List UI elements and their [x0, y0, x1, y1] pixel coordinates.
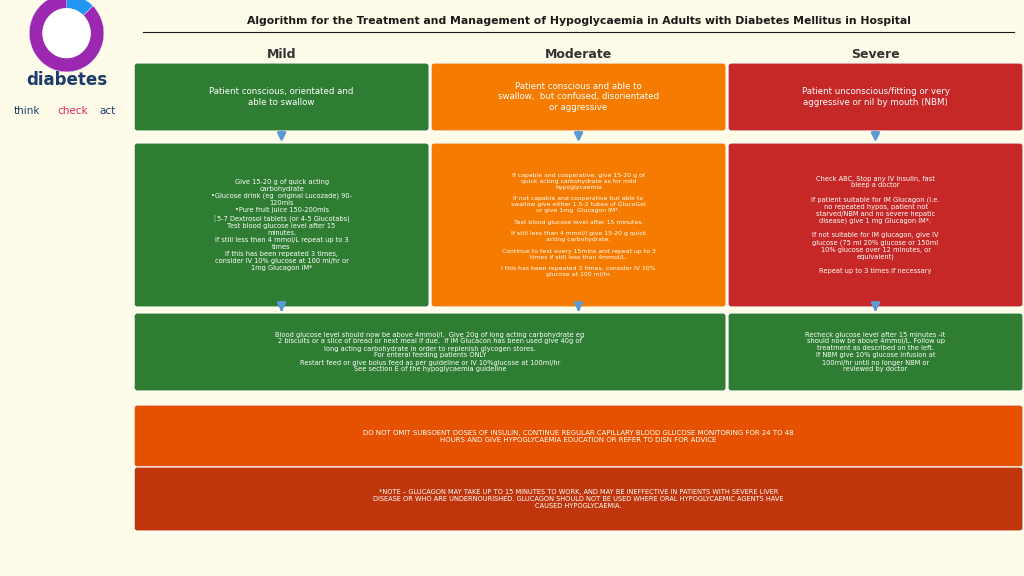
- Text: Moderate: Moderate: [545, 47, 612, 60]
- Wedge shape: [30, 0, 103, 72]
- FancyBboxPatch shape: [134, 63, 429, 131]
- Text: check: check: [57, 105, 88, 116]
- FancyBboxPatch shape: [134, 467, 1023, 531]
- Circle shape: [43, 8, 90, 58]
- Text: Algorithm for the Treatment and Management of Hypoglycaemia in Adults with Diabe: Algorithm for the Treatment and Manageme…: [247, 16, 910, 26]
- Wedge shape: [30, 0, 103, 72]
- Text: Patient conscious, orientated and
able to swallow: Patient conscious, orientated and able t…: [210, 88, 353, 107]
- FancyBboxPatch shape: [134, 143, 429, 307]
- FancyBboxPatch shape: [134, 313, 726, 391]
- Text: Check ABC, Stop any IV insulin, fast
bleep a doctor

If patient suitable for IM : Check ABC, Stop any IV insulin, fast ble…: [811, 176, 940, 275]
- Text: Give 15-20 g of quick acting
carbohydrate
•Glucose drink (eg  original Lucozade): Give 15-20 g of quick acting carbohydrat…: [211, 179, 352, 271]
- Wedge shape: [30, 0, 103, 72]
- Wedge shape: [30, 0, 103, 72]
- Text: Patient unconscious/fitting or very
aggressive or nil by mouth (NBM): Patient unconscious/fitting or very aggr…: [802, 88, 949, 107]
- FancyBboxPatch shape: [728, 63, 1023, 131]
- Text: *NOTE – GLUCAGON MAY TAKE UP TO 15 MINUTES TO WORK, AND MAY BE INEFFECTIVE IN PA: *NOTE – GLUCAGON MAY TAKE UP TO 15 MINUT…: [374, 489, 783, 509]
- Text: If capable and cooperative, give 15-20 g of
quick acting carbohydrate as for mil: If capable and cooperative, give 15-20 g…: [501, 173, 656, 277]
- FancyBboxPatch shape: [728, 143, 1023, 307]
- Text: DO NOT OMIT SUBSOENT DOSES OF INSULIN, CONTINUE REGULAR CAPILLARY BLOOD GLUCOSE : DO NOT OMIT SUBSOENT DOSES OF INSULIN, C…: [364, 430, 794, 442]
- Wedge shape: [30, 0, 103, 72]
- FancyBboxPatch shape: [431, 63, 726, 131]
- Wedge shape: [30, 0, 103, 72]
- Text: Mild: Mild: [267, 47, 296, 60]
- Text: diabetes: diabetes: [26, 71, 108, 89]
- Text: Severe: Severe: [851, 47, 900, 60]
- FancyBboxPatch shape: [134, 405, 1023, 467]
- Text: act: act: [100, 105, 116, 116]
- FancyBboxPatch shape: [728, 313, 1023, 391]
- Wedge shape: [30, 0, 103, 72]
- Wedge shape: [30, 0, 103, 72]
- FancyBboxPatch shape: [431, 143, 726, 307]
- Text: think: think: [13, 105, 40, 116]
- Text: Blood glucose level should now be above 4mmol/l.  Give 20g of long acting carboh: Blood glucose level should now be above …: [275, 332, 585, 373]
- Text: Patient conscious and able to
swallow,  but confused, disorientated
or aggressiv: Patient conscious and able to swallow, b…: [498, 82, 659, 112]
- Text: Recheck glucose level after 15 minutes -it
should now be above 4mmol/L. Follow u: Recheck glucose level after 15 minutes -…: [805, 332, 946, 373]
